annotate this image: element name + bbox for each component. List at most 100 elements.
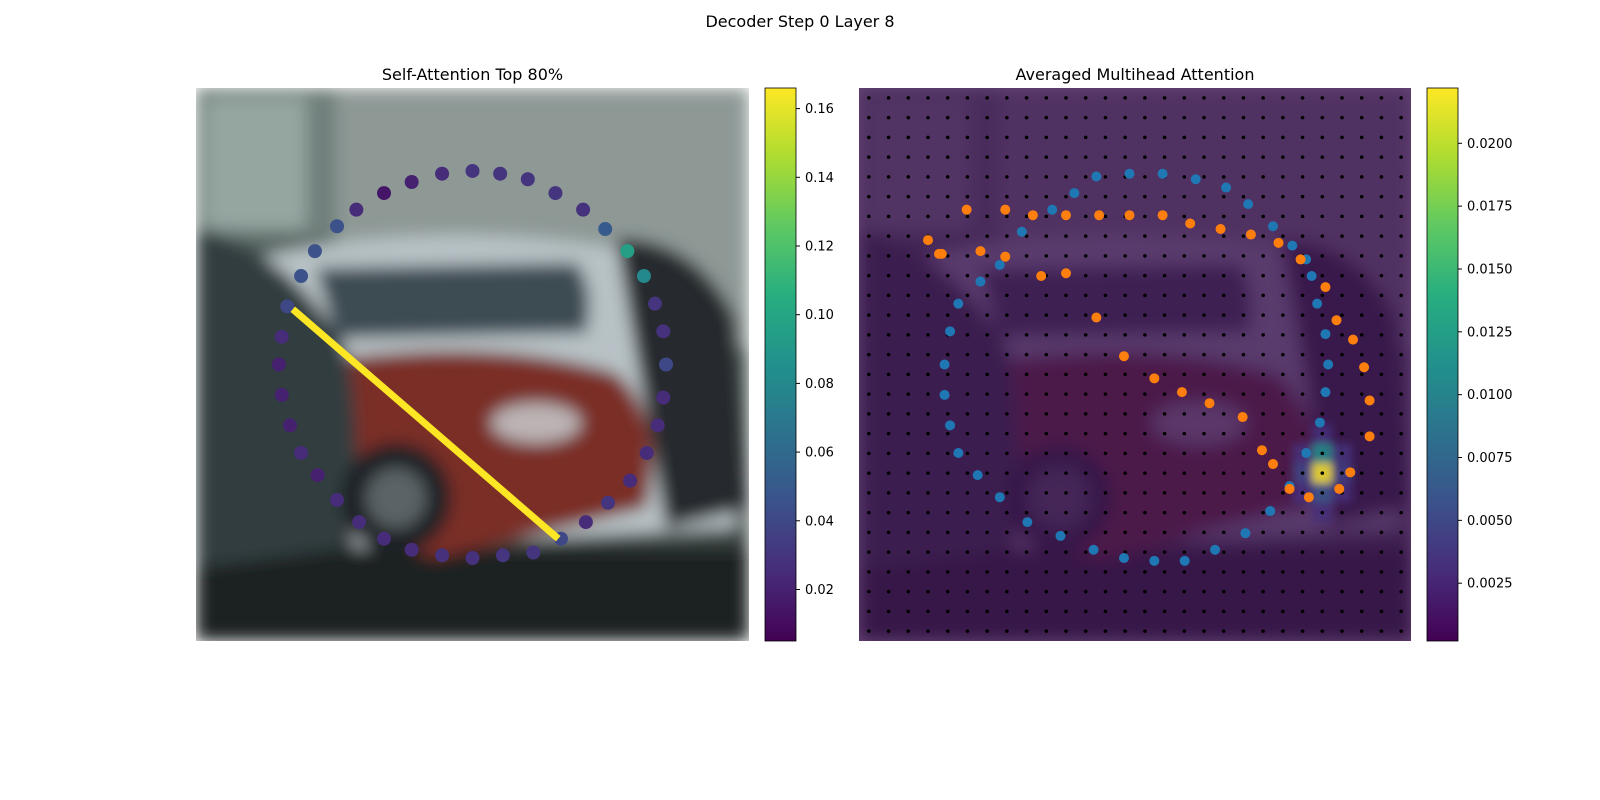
grid-dot — [1162, 135, 1167, 140]
grid-dot — [1261, 254, 1265, 258]
grid-dot — [1359, 530, 1364, 535]
grid-dot — [1143, 293, 1147, 298]
grid-dot — [1123, 293, 1127, 298]
grid-dot — [1005, 609, 1009, 614]
grid-dot — [1241, 431, 1246, 436]
grid-dot — [1300, 214, 1305, 219]
grid-dot — [1202, 471, 1206, 475]
grid-dot — [926, 451, 930, 456]
grid-dot — [1103, 629, 1108, 633]
grid-dot — [985, 194, 989, 199]
blue-series-point — [1124, 168, 1135, 179]
orange-series-point — [923, 235, 933, 246]
grid-dot — [906, 175, 911, 179]
grid-dot — [1143, 333, 1147, 337]
grid-dot — [1281, 589, 1285, 594]
grid-dot — [1024, 431, 1029, 436]
grid-dot — [985, 96, 989, 100]
grid-dot — [1024, 293, 1029, 298]
attention-point — [647, 296, 662, 311]
grid-dot — [1340, 234, 1344, 238]
grid-dot — [926, 530, 930, 535]
grid-dot — [1399, 96, 1403, 100]
grid-dot — [1261, 471, 1265, 475]
grid-dot — [965, 412, 970, 416]
grid-dot — [1281, 412, 1285, 416]
grid-dot — [965, 392, 970, 396]
grid-dot — [1340, 431, 1344, 436]
grid-dot — [1241, 491, 1246, 495]
grid-dot — [1005, 510, 1009, 515]
grid-dot — [1182, 629, 1187, 633]
blue-series-point — [1306, 271, 1317, 282]
colorbar-tick-label: 0.0050 — [1467, 514, 1513, 529]
attention-point — [520, 172, 535, 187]
grid-dot — [1064, 589, 1068, 594]
grid-dot — [1162, 451, 1167, 456]
grid-dot — [1261, 372, 1265, 377]
grid-dot — [1123, 135, 1127, 140]
grid-dot — [1241, 471, 1246, 475]
attention-point — [310, 468, 325, 483]
grid-dot — [1103, 392, 1108, 396]
grid-dot — [1241, 135, 1246, 140]
grid-dot — [1300, 510, 1305, 515]
grid-dot — [1083, 570, 1088, 574]
grid-dot — [1044, 214, 1049, 219]
grid-dot — [1083, 589, 1088, 594]
grid-dot — [985, 372, 989, 377]
grid-dot — [1024, 530, 1029, 535]
grid-dot — [945, 530, 950, 535]
grid-dot — [867, 392, 871, 396]
grid-dot — [1399, 510, 1403, 515]
grid-dot — [926, 491, 930, 495]
grid-dot — [1379, 570, 1384, 574]
grid-dot — [886, 254, 891, 258]
grid-dot — [985, 412, 989, 416]
grid-dot — [1103, 135, 1108, 140]
grid-dot — [1202, 254, 1206, 258]
orange-series-point — [1348, 334, 1359, 345]
grid-dot — [1399, 471, 1403, 475]
grid-dot — [1162, 115, 1167, 120]
grid-dot — [1064, 254, 1068, 258]
grid-dot — [1261, 115, 1265, 120]
orange-series-point — [1000, 251, 1011, 262]
grid-dot — [1162, 431, 1167, 436]
grid-dot — [886, 194, 891, 199]
grid-dot — [1241, 175, 1246, 179]
grid-dot — [906, 96, 911, 100]
grid-dot — [1143, 451, 1147, 456]
grid-dot — [965, 570, 970, 574]
grid-dot — [1143, 135, 1147, 140]
grid-dot — [1399, 629, 1403, 633]
attention-point — [650, 418, 665, 433]
grid-dot — [1005, 214, 1009, 219]
grid-dot — [1300, 234, 1305, 238]
grid-dot — [886, 115, 891, 120]
grid-dot — [985, 155, 989, 159]
blue-series-point — [1022, 517, 1033, 528]
grid-dot — [945, 293, 950, 298]
grid-dot — [1202, 214, 1206, 219]
grid-dot — [1083, 392, 1088, 396]
grid-dot — [1261, 609, 1265, 614]
grid-dot — [867, 135, 871, 140]
grid-dot — [1103, 352, 1108, 357]
grid-dot — [1359, 451, 1364, 456]
colorbar-tick-label: 0.0200 — [1467, 137, 1513, 152]
grid-dot — [1024, 352, 1029, 357]
grid-dot — [906, 471, 911, 475]
grid-dot — [1399, 570, 1403, 574]
grid-dot — [1300, 293, 1305, 298]
grid-dot — [1320, 550, 1325, 554]
attention-point — [576, 202, 591, 217]
grid-dot — [1083, 214, 1088, 219]
grid-dot — [1320, 431, 1325, 436]
grid-dot — [1005, 293, 1009, 298]
grid-dot — [1182, 115, 1187, 120]
grid-dot — [965, 254, 970, 258]
grid-dot — [1182, 372, 1187, 377]
grid-dot — [1379, 589, 1384, 594]
grid-dot — [1359, 194, 1364, 199]
